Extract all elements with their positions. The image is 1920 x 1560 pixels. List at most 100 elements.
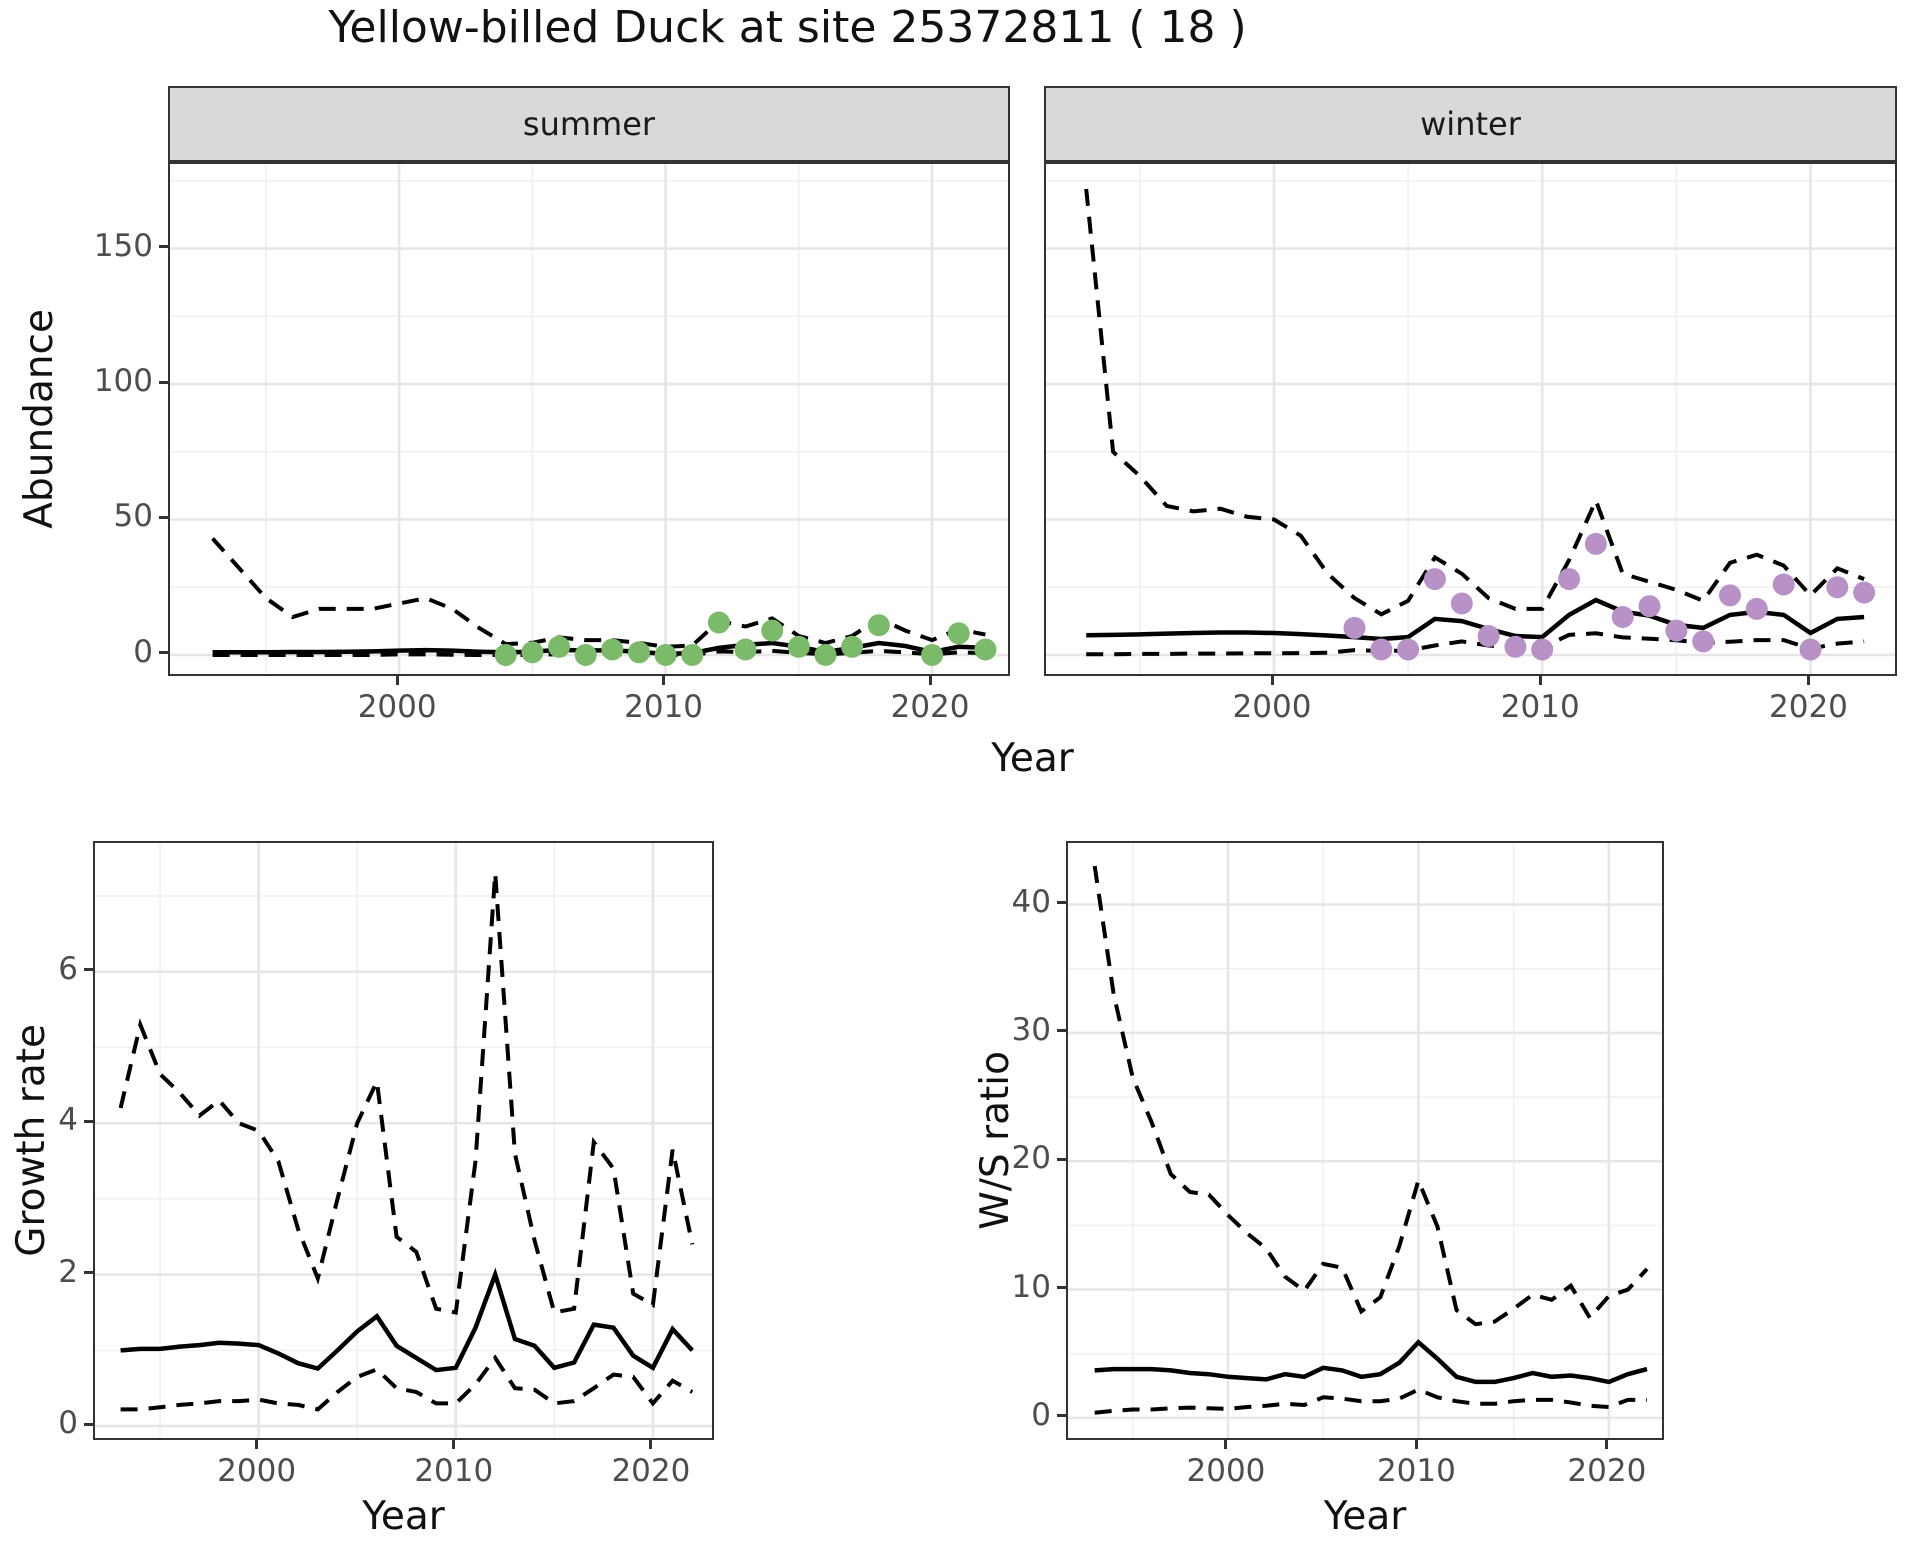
line-abundance-winter-upper95	[1084, 188, 1865, 617]
facet-strip-winter: winter	[1044, 86, 1897, 162]
y-tick-mark	[159, 651, 168, 655]
point-abundance-winter-2003	[1343, 616, 1366, 639]
x-tick-label-abundance-winter: 2000	[1232, 689, 1312, 725]
point-abundance-winter-2009	[1504, 635, 1527, 658]
point-abundance-summer-2009	[628, 641, 650, 664]
x-tick-label-ws-ratio: 2010	[1376, 1453, 1456, 1489]
point-abundance-winter-2016	[1692, 630, 1715, 653]
y-tick-mark	[159, 245, 168, 249]
point-abundance-winter-2015	[1665, 619, 1688, 642]
facet-strip-winter-label: winter	[1420, 105, 1521, 143]
line-abundance-summer-upper95	[211, 537, 986, 649]
y-tick-label-growth-rate: 2	[58, 1253, 78, 1290]
point-abundance-winter-2017	[1719, 584, 1741, 607]
panel-ws-ratio	[1066, 841, 1664, 1440]
y-tick-label-growth-rate: 4	[58, 1102, 78, 1139]
panel-abundance-summer	[168, 162, 1010, 676]
line-abundance-winter-lower95	[1086, 631, 1865, 657]
x-tick-label-growth-rate: 2000	[217, 1453, 297, 1489]
y-tick-label-abundance-summer: 150	[93, 227, 153, 264]
x-tick-mark	[255, 1440, 259, 1449]
point-abundance-summer-2020	[921, 644, 944, 666]
line-ws-ratio-median	[1094, 1339, 1648, 1385]
x-tick-mark	[395, 676, 399, 685]
point-abundance-winter-2019	[1772, 573, 1795, 596]
x-tick-label-abundance-winter: 2010	[1500, 689, 1580, 725]
x-tick-label-abundance-summer: 2010	[624, 689, 704, 725]
facet-strip-summer-label: summer	[522, 105, 656, 143]
x-tick-label-ws-ratio: 2000	[1186, 1453, 1266, 1489]
x-tick-mark	[662, 676, 666, 685]
line-growth-rate-lower95	[120, 1354, 694, 1412]
y-tick-mark	[1057, 1029, 1066, 1033]
x-tick-mark	[928, 676, 932, 685]
x-tick-label-growth-rate: 2020	[611, 1453, 691, 1489]
y-tick-label-abundance-summer: 0	[133, 633, 153, 670]
chart-abundance-winter	[1046, 164, 1895, 674]
point-abundance-summer-2017	[841, 635, 864, 658]
point-abundance-winter-2005	[1397, 638, 1420, 661]
point-abundance-summer-2005	[521, 641, 544, 664]
y-tick-label-growth-rate: 0	[58, 1405, 78, 1442]
point-abundance-winter-2006	[1423, 568, 1446, 591]
point-abundance-summer-2013	[734, 638, 757, 661]
x-tick-mark	[1538, 676, 1542, 685]
x-tick-mark	[1605, 1440, 1609, 1449]
line-growth-rate-median	[120, 1267, 694, 1373]
point-abundance-winter-2018	[1745, 597, 1768, 620]
year-axis-title-bottom-left: Year	[362, 1494, 445, 1539]
y-tick-mark	[159, 515, 168, 519]
y-tick-mark	[1057, 1157, 1066, 1161]
y-tick-mark	[84, 1422, 93, 1426]
y-tick-mark	[1057, 901, 1066, 905]
point-abundance-winter-2013	[1611, 606, 1634, 628]
point-abundance-summer-2012	[707, 611, 730, 634]
year-axis-title-bottom-right: Year	[1323, 1494, 1407, 1539]
point-abundance-summer-2016	[814, 644, 837, 666]
y-tick-label-ws-ratio: 20	[1011, 1140, 1051, 1177]
y-tick-mark	[159, 380, 168, 384]
x-tick-label-growth-rate: 2010	[414, 1453, 494, 1489]
x-tick-label-ws-ratio: 2020	[1567, 1453, 1647, 1489]
line-abundance-winter-median	[1086, 597, 1865, 642]
x-tick-label-abundance-winter: 2020	[1769, 689, 1848, 725]
point-abundance-winter-2008	[1477, 625, 1500, 647]
facet-strip-summer: summer	[168, 86, 1010, 162]
x-tick-label-abundance-summer: 2000	[357, 689, 437, 725]
year-axis-title-top: Year	[991, 736, 1074, 781]
y-tick-label-growth-rate: 6	[58, 950, 78, 987]
chart-ws-ratio	[1068, 843, 1662, 1438]
point-abundance-winter-2011	[1558, 568, 1581, 591]
plot-title: Yellow-billed Duck at site 25372811 ( 18…	[328, 2, 1247, 53]
y-tick-label-ws-ratio: 0	[1031, 1396, 1051, 1433]
x-tick-mark	[1224, 1440, 1228, 1449]
growth-rate-axis-title: Growth rate	[8, 1024, 54, 1257]
point-abundance-summer-2006	[548, 635, 570, 658]
abundance-axis-title: Abundance	[16, 309, 62, 529]
y-tick-label-ws-ratio: 10	[1011, 1268, 1051, 1305]
y-tick-mark	[1057, 1414, 1066, 1418]
point-abundance-summer-2014	[761, 619, 784, 642]
point-abundance-winter-2021	[1826, 576, 1849, 599]
y-tick-label-ws-ratio: 40	[1011, 883, 1051, 920]
x-tick-mark	[649, 1440, 653, 1449]
x-tick-mark	[1806, 676, 1810, 685]
y-tick-mark	[84, 1271, 93, 1275]
chart-abundance-summer	[170, 164, 1008, 674]
chart-growth-rate	[95, 843, 712, 1438]
x-tick-mark	[1270, 676, 1274, 685]
point-abundance-winter-2010	[1531, 638, 1554, 661]
line-growth-rate-upper95	[118, 873, 695, 1315]
point-abundance-winter-2004	[1370, 638, 1393, 661]
point-abundance-summer-2018	[867, 614, 890, 637]
point-abundance-winter-2022	[1853, 581, 1876, 604]
x-tick-mark	[452, 1440, 456, 1449]
line-ws-ratio-upper95	[1092, 865, 1649, 1327]
y-tick-mark	[84, 1119, 93, 1123]
y-tick-mark	[84, 968, 93, 972]
line-ws-ratio-lower95	[1094, 1387, 1647, 1415]
x-tick-mark	[1414, 1440, 1418, 1449]
point-abundance-summer-2007	[574, 644, 597, 666]
point-abundance-winter-2007	[1450, 592, 1473, 615]
y-tick-label-ws-ratio: 30	[1011, 1011, 1051, 1048]
